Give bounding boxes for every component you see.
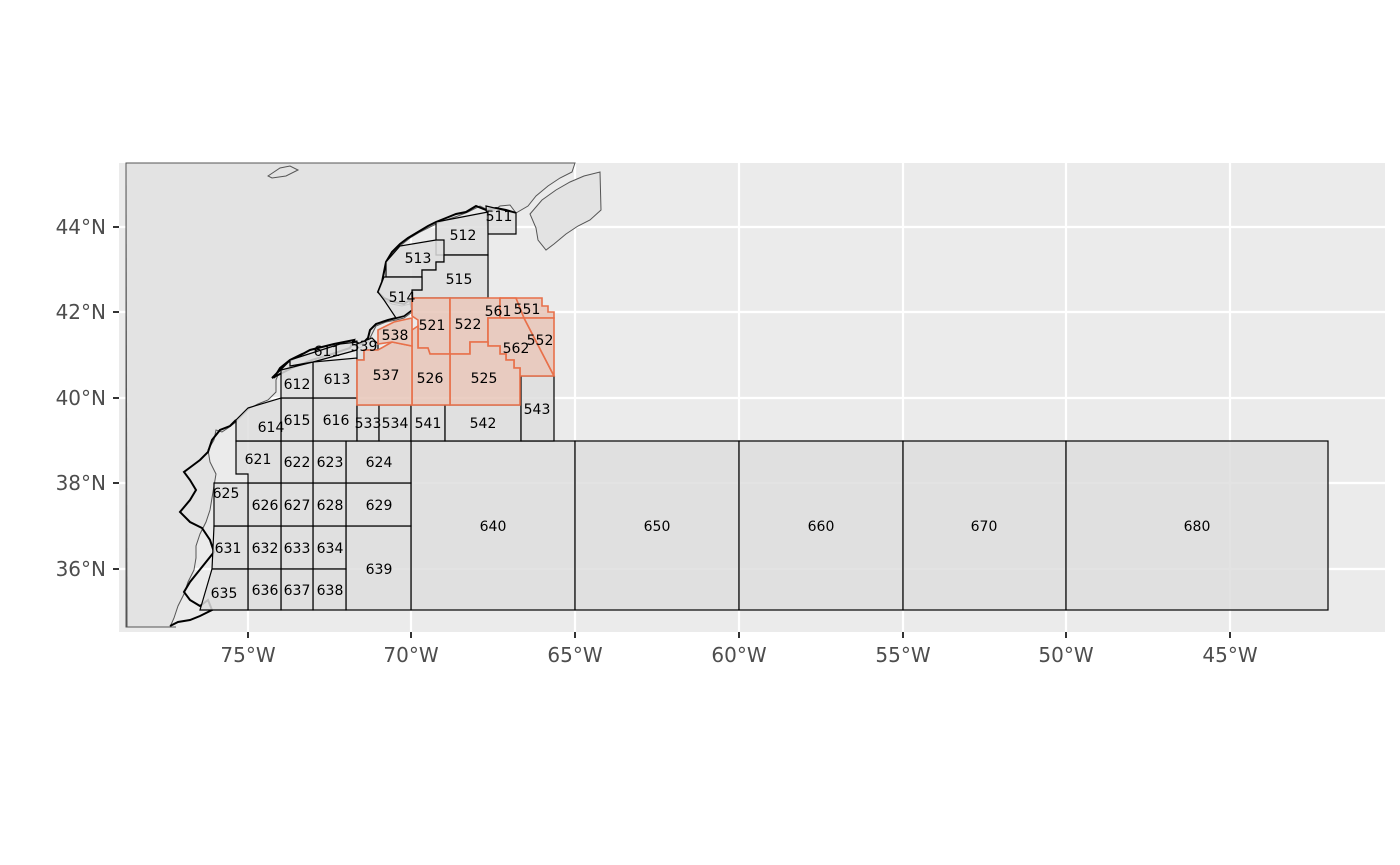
- label-632: 632: [252, 541, 279, 557]
- area-525[interactable]: [449, 341, 521, 406]
- label-634: 634: [317, 541, 344, 557]
- label-533: 533: [355, 416, 382, 432]
- label-539: 539: [351, 339, 378, 355]
- label-612: 612: [284, 377, 311, 393]
- label-660: 660: [808, 519, 835, 535]
- area-623[interactable]: [312, 440, 347, 484]
- area-629[interactable]: [345, 482, 412, 527]
- area-514[interactable]: [377, 276, 423, 319]
- y-tick-label: 44°N: [56, 215, 106, 239]
- area-638[interactable]: [312, 568, 347, 611]
- label-537: 537: [373, 368, 400, 384]
- area-650[interactable]: [574, 440, 740, 611]
- area-551[interactable]: [500, 297, 555, 319]
- y-tick-label: 36°N: [56, 557, 106, 581]
- nova-scotia: [529, 171, 602, 251]
- label-622: 622: [284, 455, 311, 471]
- x-tick-label: 75°W: [220, 643, 275, 667]
- label-561: 561: [485, 304, 512, 320]
- label-542: 542: [470, 416, 497, 432]
- label-627: 627: [284, 498, 311, 514]
- label-621: 621: [245, 452, 272, 468]
- label-636: 636: [252, 583, 279, 599]
- label-534: 534: [382, 416, 409, 432]
- area-636[interactable]: [247, 568, 282, 611]
- area-616[interactable]: [312, 397, 358, 442]
- label-551: 551: [514, 302, 541, 318]
- x-tick-label: 50°W: [1038, 643, 1093, 667]
- x-tick-label: 60°W: [711, 643, 766, 667]
- label-526: 526: [417, 371, 444, 387]
- area-622[interactable]: [280, 440, 314, 484]
- label-562: 562: [503, 341, 530, 357]
- label-538: 538: [382, 328, 409, 344]
- y-tick-label: 42°N: [56, 300, 106, 324]
- label-515: 515: [446, 272, 473, 288]
- label-639: 639: [366, 562, 393, 578]
- label-513: 513: [405, 251, 432, 267]
- label-680: 680: [1184, 519, 1211, 535]
- label-522: 522: [455, 317, 482, 333]
- area-625[interactable]: [213, 482, 249, 527]
- label-670: 670: [971, 519, 998, 535]
- label-511: 511: [486, 209, 513, 225]
- area-624[interactable]: [345, 440, 412, 484]
- label-541: 541: [415, 416, 442, 432]
- label-640: 640: [480, 519, 507, 535]
- area-635[interactable]: [199, 568, 249, 611]
- area-633[interactable]: [280, 525, 314, 570]
- y-tick-label: 40°N: [56, 386, 106, 410]
- label-628: 628: [317, 498, 344, 514]
- y-tick-label: 38°N: [56, 471, 106, 495]
- area-660[interactable]: [738, 440, 904, 611]
- y-axis: [113, 226, 119, 570]
- label-543: 543: [524, 402, 551, 418]
- label-631: 631: [215, 541, 242, 557]
- label-611: 611: [314, 344, 341, 360]
- area-680[interactable]: [1065, 440, 1329, 611]
- area-637[interactable]: [280, 568, 314, 611]
- area-538[interactable]: [377, 317, 413, 347]
- statistical-areas: [199, 205, 1329, 611]
- label-633: 633: [284, 541, 311, 557]
- area-526[interactable]: [411, 324, 451, 406]
- label-629: 629: [366, 498, 393, 514]
- new-brunswick-coast: [267, 165, 300, 179]
- area-634[interactable]: [312, 525, 347, 570]
- area-552[interactable]: [522, 317, 555, 377]
- x-tick-label: 65°W: [547, 643, 602, 667]
- label-650: 650: [644, 519, 671, 535]
- label-615: 615: [284, 413, 311, 429]
- western-border: [125, 162, 128, 628]
- label-635: 635: [211, 586, 238, 602]
- label-638: 638: [317, 583, 344, 599]
- label-624: 624: [366, 455, 393, 471]
- label-552: 552: [527, 333, 554, 349]
- label-525: 525: [471, 371, 498, 387]
- x-tick-label: 70°W: [383, 643, 438, 667]
- area-615[interactable]: [280, 397, 314, 442]
- label-616: 616: [323, 413, 350, 429]
- label-512: 512: [450, 228, 477, 244]
- label-623: 623: [317, 455, 344, 471]
- label-514: 514: [389, 290, 416, 306]
- area-670[interactable]: [902, 440, 1067, 611]
- area-612[interactable]: [280, 361, 314, 399]
- area-542[interactable]: [444, 404, 522, 442]
- x-tick-label: 55°W: [875, 643, 930, 667]
- label-637: 637: [284, 583, 311, 599]
- x-axis: [247, 632, 1231, 638]
- label-614: 614: [258, 420, 285, 436]
- area-614[interactable]: [235, 397, 282, 442]
- label-613: 613: [324, 372, 351, 388]
- highlighted-areas: [356, 297, 556, 406]
- area-labels: 511 512 513 514 515 521 522 525 526 533 …: [211, 209, 1211, 602]
- label-625: 625: [213, 486, 240, 502]
- label-626: 626: [252, 498, 279, 514]
- label-521: 521: [419, 318, 446, 334]
- x-tick-label: 45°W: [1202, 643, 1257, 667]
